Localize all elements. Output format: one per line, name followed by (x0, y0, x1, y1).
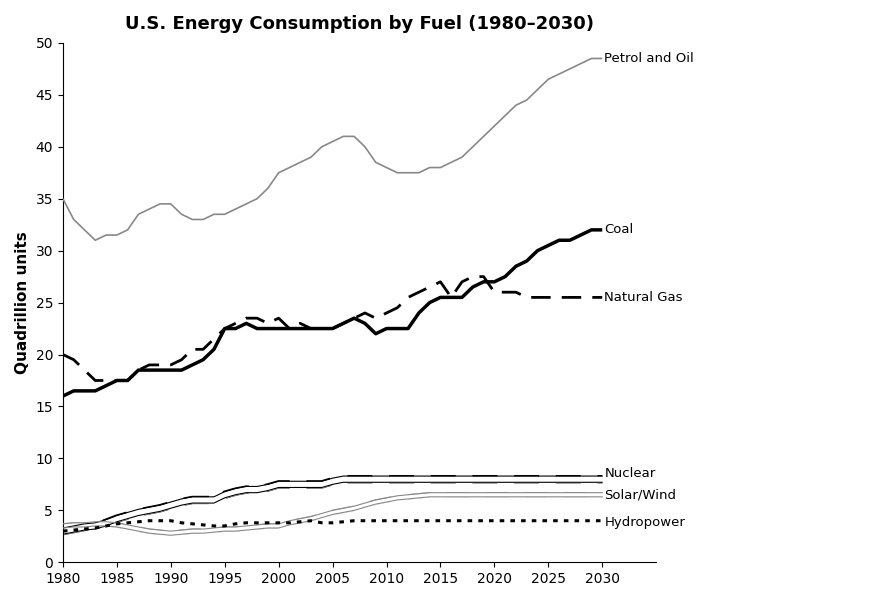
Text: Solar/Wind: Solar/Wind (604, 488, 676, 501)
Text: Hydropower: Hydropower (604, 516, 685, 529)
Text: Petrol and Oil: Petrol and Oil (604, 52, 694, 65)
Text: Natural Gas: Natural Gas (604, 291, 683, 304)
Text: Nuclear: Nuclear (604, 468, 656, 480)
Title: U.S. Energy Consumption by Fuel (1980–2030): U.S. Energy Consumption by Fuel (1980–20… (125, 15, 594, 33)
Y-axis label: Quadrillion units: Quadrillion units (15, 231, 30, 374)
Text: Coal: Coal (604, 224, 634, 236)
